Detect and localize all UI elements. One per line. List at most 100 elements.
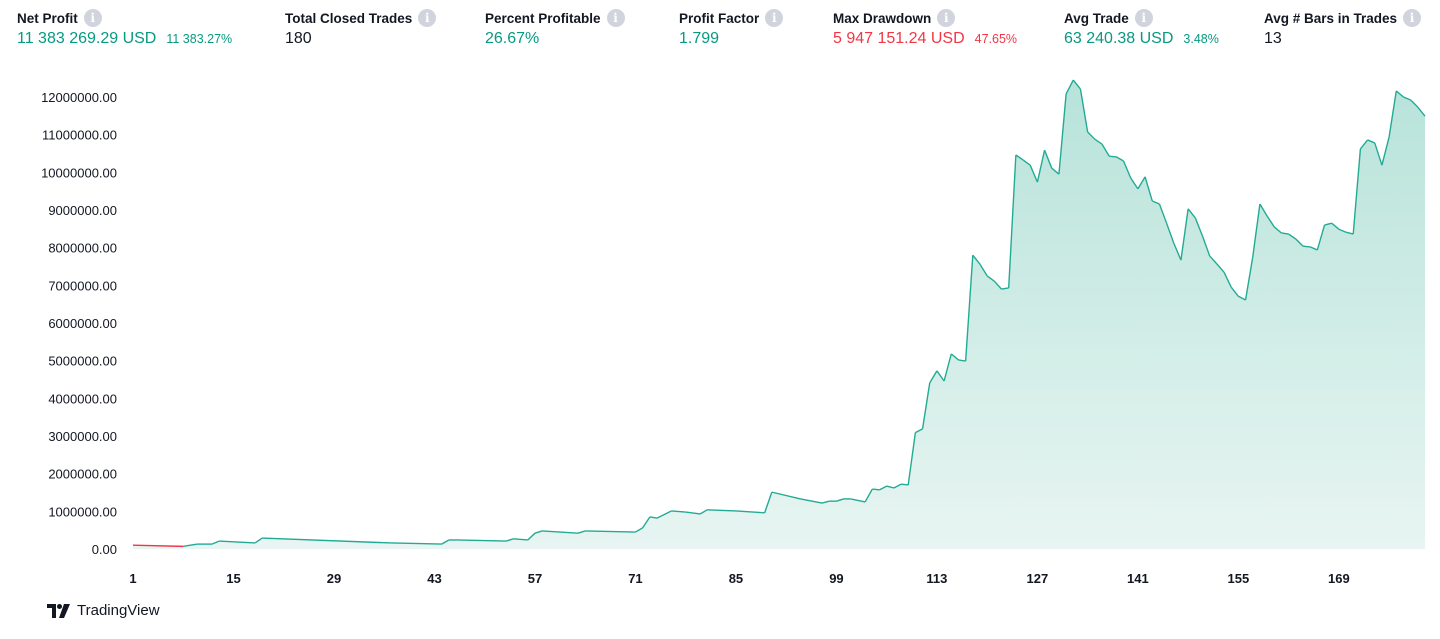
equity-line-segment (900, 483, 909, 486)
stat-value: 63 240.38 USD (1064, 30, 1174, 47)
info-icon[interactable]: i (418, 9, 437, 27)
info-icon[interactable]: i (1403, 9, 1422, 27)
y-tick-label: 12000000.00 (41, 90, 117, 105)
info-icon[interactable]: i (606, 9, 625, 27)
tradingview-logo[interactable]: TradingView (47, 602, 160, 619)
info-icon[interactable]: i (765, 9, 784, 27)
y-tick-label: 10000000.00 (41, 165, 117, 180)
equity-line-segment (1359, 139, 1369, 150)
equity-line-segment (455, 539, 507, 542)
equity-line-segment (864, 488, 873, 503)
equity-line (132, 79, 1426, 548)
x-tick-label: 43 (427, 571, 441, 586)
stat-total-closed-trades: Total Closed Trades i 180 (285, 8, 437, 48)
equity-line-segment (1087, 131, 1096, 140)
stat-title: Avg # Bars in Trades (1264, 10, 1398, 26)
equity-line-segment (1331, 222, 1340, 230)
stat-title: Net Profit (17, 10, 78, 26)
equity-line-segment (1417, 106, 1426, 117)
equity-line-segment (699, 509, 708, 515)
y-tick-label: 8000000.00 (48, 241, 117, 256)
stat-net-profit: Net Profit i 11 383 269.29 USD 11 383.27% (17, 8, 232, 48)
x-axis: 1 15 29 43 57 71 85 99 113 127 141 155 169 (129, 571, 1349, 586)
equity-line-segment (1187, 208, 1196, 219)
equity-line-segment (1345, 231, 1354, 235)
equity-line-segment (1015, 154, 1024, 161)
stat-max-drawdown: Max Drawdown i 5 947 151.24 USD 47.65% (833, 8, 1017, 48)
stat-percent: 11 383.27% (166, 32, 233, 46)
equity-line-segment (1130, 177, 1139, 190)
equity-line-segment (1309, 246, 1318, 251)
equity-line-segment (879, 485, 887, 491)
equity-line-segment (993, 280, 1003, 290)
equity-line-segment (1122, 160, 1132, 179)
equity-chart[interactable]: 0.00 1000000.00 2000000.00 3000000.00 400000… (0, 0, 1440, 600)
equity-line-segment (1079, 88, 1089, 133)
y-tick-label: 9000000.00 (48, 203, 117, 218)
equity-line-segment (958, 359, 966, 362)
equity-line-segment (262, 537, 392, 544)
x-tick-label: 127 (1027, 571, 1049, 586)
stat-value: 5 947 151.24 USD (833, 30, 965, 47)
equity-line-segment (1158, 203, 1168, 224)
info-icon[interactable]: i (1134, 9, 1153, 27)
equity-line-segment (1403, 96, 1411, 101)
tradingview-logo-icon (47, 603, 70, 618)
equity-line-segment (986, 275, 995, 282)
equity-line-segment (735, 510, 765, 514)
stat-title: Profit Factor (679, 10, 760, 26)
equity-line-segment (1273, 226, 1282, 234)
equity-line-segment (685, 511, 701, 515)
stat-profit-factor: Profit Factor i 1.799 (679, 8, 784, 48)
stat-percent-profitable: Percent Profitable i 26.67% (485, 8, 625, 48)
x-tick-label: 85 (729, 571, 743, 586)
equity-line-segment (254, 537, 263, 544)
equity-line-segment (585, 530, 636, 533)
equity-line-segment (506, 538, 514, 542)
equity-line-segment (1316, 224, 1326, 251)
equity-line-segment (1029, 164, 1039, 183)
stat-value: 26.67% (485, 30, 540, 47)
equity-line-segment (1381, 136, 1390, 166)
equity-line-segment (1266, 215, 1275, 228)
x-tick-label: 169 (1328, 571, 1350, 586)
equity-line-segment (1259, 203, 1268, 217)
x-tick-label: 99 (829, 571, 843, 586)
equity-line-segment (950, 353, 959, 361)
equity-line-segment (1324, 222, 1332, 226)
equity-line-segment (771, 491, 801, 500)
equity-line-segment (1180, 208, 1189, 261)
equity-line-segment (1058, 93, 1067, 175)
equity-line-segment (1043, 149, 1053, 169)
equity-line-segment (872, 488, 880, 491)
equity-line-segment (1116, 156, 1124, 162)
stat-value: 180 (285, 30, 312, 47)
x-tick-label: 57 (528, 571, 542, 586)
x-tick-label: 1 (129, 571, 136, 586)
stat-title: Total Closed Trades (285, 10, 413, 26)
equity-line-segment (1101, 143, 1110, 157)
equity-line-segment (893, 483, 902, 489)
equity-line-segment (513, 538, 528, 541)
equity-line-segment (1395, 90, 1404, 98)
info-icon[interactable]: i (83, 9, 102, 27)
stat-avg-trade: Avg Trade i 63 240.38 USD 3.48% (1064, 8, 1219, 48)
equity-line-segment (936, 370, 945, 382)
stat-percent: 47.65% (974, 32, 1018, 46)
equity-line-segment (642, 516, 651, 529)
stat-value: 11 383 269.29 USD (17, 30, 157, 47)
y-tick-label: 0.00 (92, 542, 117, 557)
equity-line-segment (915, 428, 923, 434)
equity-line-segment (1151, 200, 1160, 205)
equity-line-segment (1007, 154, 1017, 289)
equity-line-segment (979, 263, 988, 277)
x-tick-label: 141 (1127, 571, 1149, 586)
y-tick-label: 3000000.00 (48, 429, 117, 444)
equity-line-segment (921, 382, 931, 429)
info-icon[interactable]: i (937, 9, 956, 27)
stat-title: Avg Trade (1064, 10, 1129, 26)
equity-line-segment (707, 509, 736, 512)
equity-line-segment (1065, 79, 1074, 95)
equity-line-segment (441, 539, 450, 545)
stat-title: Percent Profitable (485, 10, 601, 26)
